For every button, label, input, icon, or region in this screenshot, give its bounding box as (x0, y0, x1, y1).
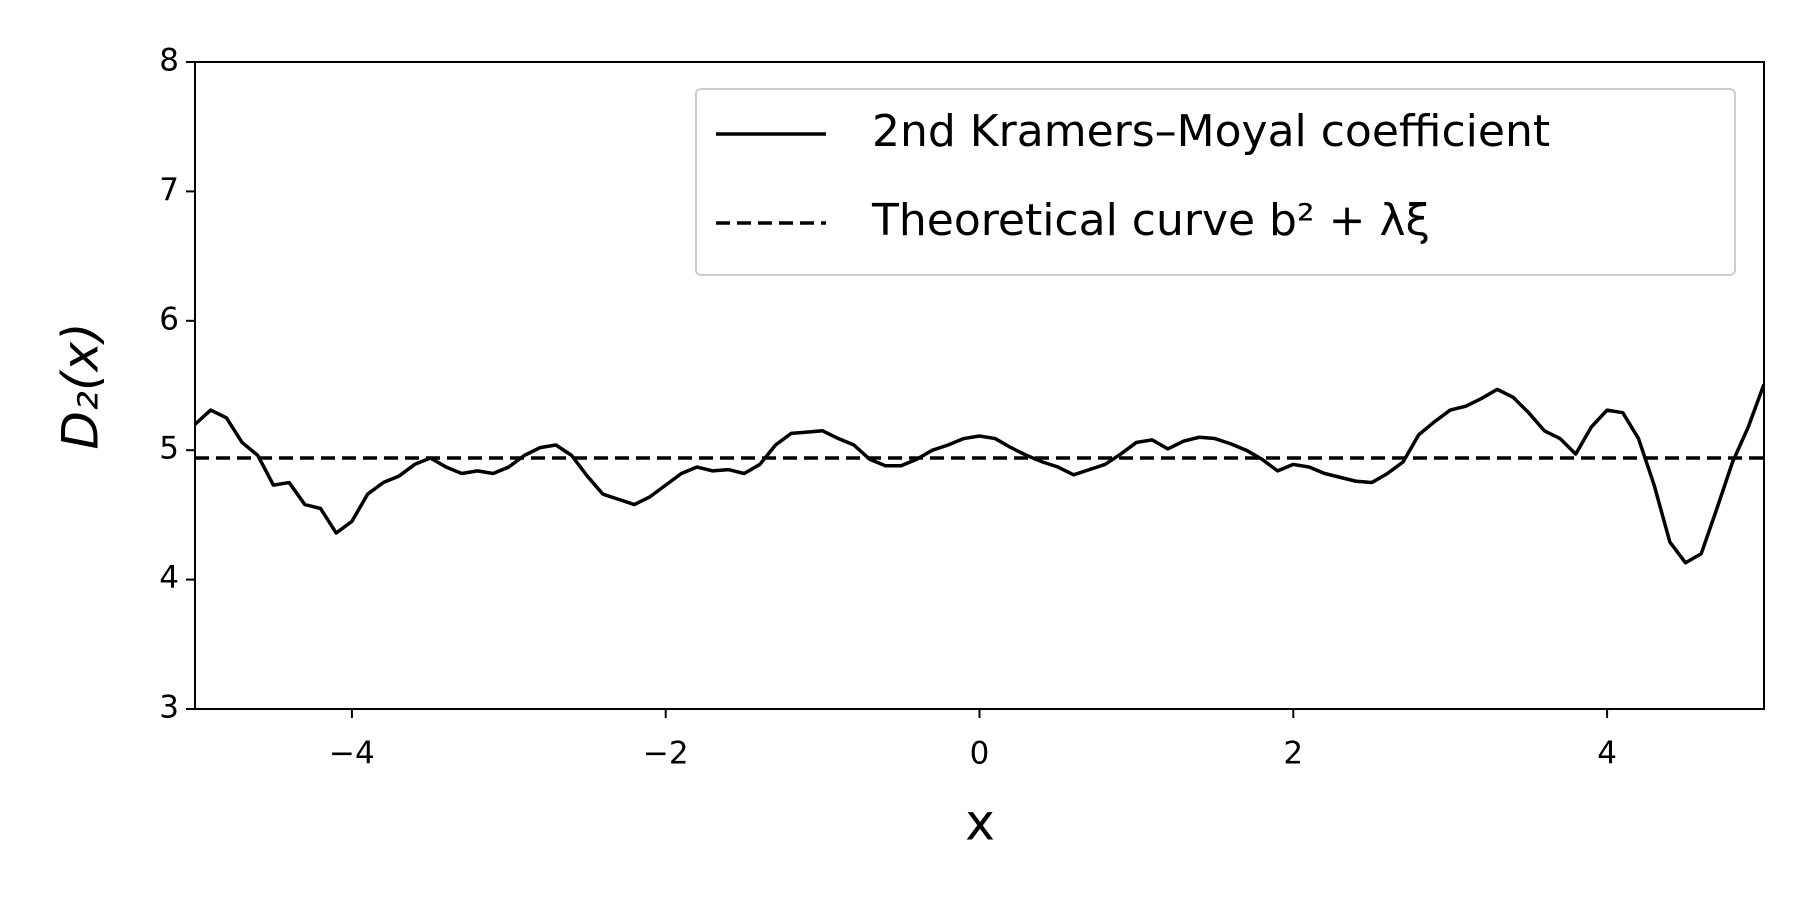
x-axis-label: x (965, 794, 995, 852)
legend-box (695, 88, 1736, 276)
x-tick-label: 0 (970, 736, 990, 772)
x-tick-label: 2 (1283, 736, 1303, 772)
y-tick-label: 6 (159, 301, 179, 337)
legend-label: Theoretical curve b² + λξ (871, 195, 1430, 246)
y-axis-label: D₂(x) (52, 322, 110, 449)
x-tick-label: −4 (329, 736, 375, 772)
x-tick-label: 4 (1597, 736, 1617, 772)
y-tick-label: 4 (159, 560, 179, 596)
data-line (195, 383, 1764, 565)
y-tick-label: 3 (159, 690, 179, 726)
y-tick-label: 5 (159, 431, 179, 467)
legend-label: 2nd Kramers–Moyal coefficient (872, 106, 1550, 157)
y-tick-label: 7 (159, 172, 179, 208)
plot-frame (194, 61, 1765, 710)
y-tick-label: 8 (159, 43, 179, 79)
x-tick-label: −2 (643, 736, 689, 772)
